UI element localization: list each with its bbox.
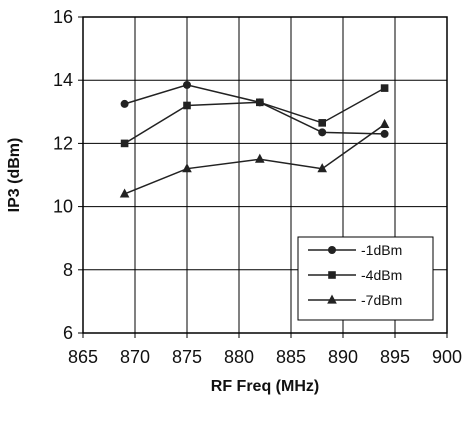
data-point — [183, 101, 191, 110]
legend-item: -7dBm — [308, 292, 402, 308]
x-tick-label: 865 — [68, 347, 98, 367]
legend: -1dBm -4dBm -7dBm — [297, 236, 434, 321]
legend-marker — [328, 271, 336, 279]
y-tick-label: 16 — [53, 7, 73, 27]
data-point — [380, 84, 389, 92]
legend-marker — [327, 294, 337, 304]
data-point — [318, 128, 327, 137]
data-point — [317, 163, 327, 173]
series-line — [124, 123, 386, 195]
plot-area-frame — [82, 16, 448, 334]
data-point — [119, 188, 130, 198]
x-tick-label: 890 — [328, 347, 358, 367]
series — [119, 80, 390, 198]
data-point — [380, 129, 389, 138]
legend-label: -4dBm — [361, 267, 402, 283]
legend-item: -1dBm — [308, 242, 402, 258]
series-triangle — [119, 118, 390, 198]
y-tick-label: 8 — [63, 260, 73, 280]
series-circle — [120, 80, 389, 138]
data-point — [379, 118, 390, 129]
legend-box — [297, 236, 434, 321]
legend-item: -4dBm — [308, 267, 402, 283]
y-tick-label: 6 — [63, 323, 73, 343]
y-tick-label: 12 — [53, 133, 73, 153]
data-point — [183, 80, 191, 89]
y-tick-labels: 6 8 10 12 14 16 — [53, 7, 83, 343]
x-axis-title: RF Freq (MHz) — [211, 378, 319, 395]
x-tick-label: 895 — [380, 347, 410, 367]
x-tick-label: 900 — [432, 347, 462, 367]
legend-label: -7dBm — [361, 292, 402, 308]
x-tick-label: 885 — [276, 347, 306, 367]
y-tick-label: 10 — [53, 197, 73, 217]
y-tick-label: 14 — [53, 70, 73, 90]
y-axis-title: IP3 (dBm) — [6, 138, 23, 213]
x-tick-label: 875 — [172, 347, 202, 367]
x-tick-labels: 865 870 875 880 885 890 895 900 — [68, 333, 462, 367]
data-point — [256, 98, 264, 107]
x-tick-label: 880 — [224, 347, 254, 367]
data-point — [120, 139, 129, 148]
grid — [83, 17, 447, 333]
data-point — [120, 99, 129, 108]
data-point — [182, 163, 192, 173]
data-point — [255, 153, 265, 163]
data-point — [318, 119, 326, 127]
series-line — [124, 87, 385, 145]
series-square — [120, 84, 389, 148]
x-tick-label: 870 — [120, 347, 150, 367]
legend-marker — [328, 246, 336, 254]
legend-label: -1dBm — [361, 242, 402, 258]
